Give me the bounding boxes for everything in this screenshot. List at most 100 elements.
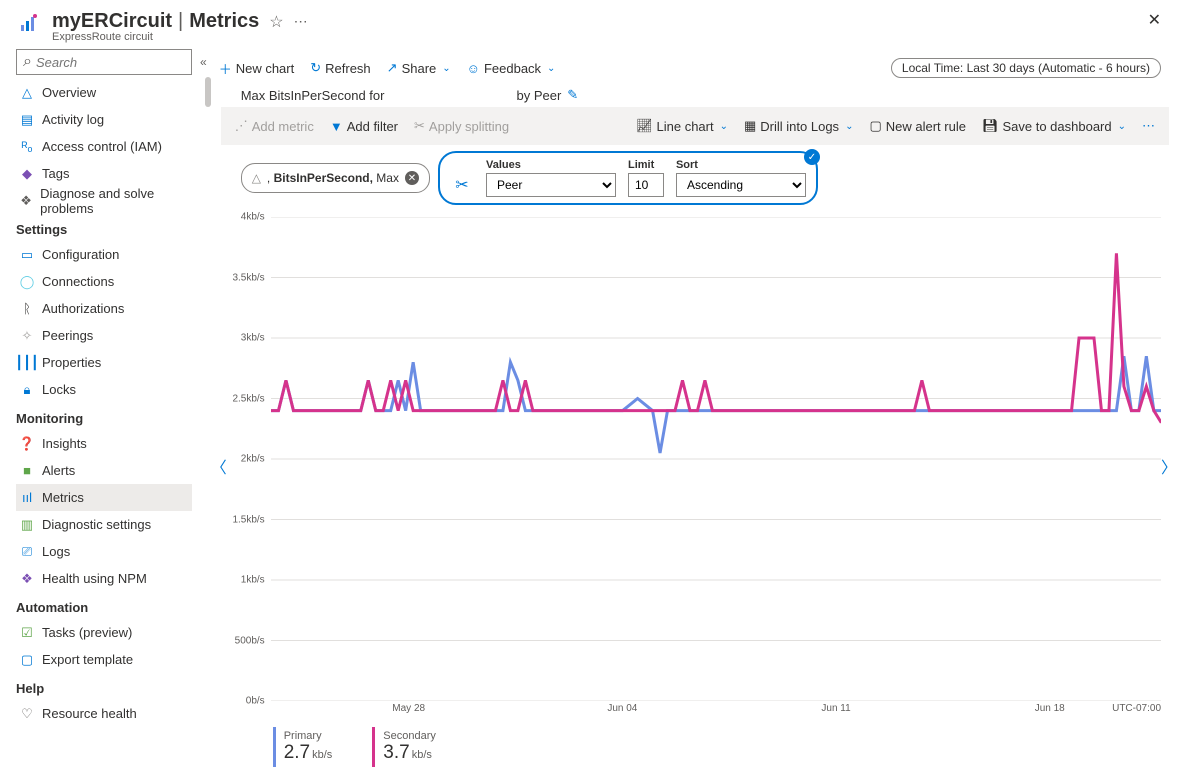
search-icon: ⌕ — [23, 53, 32, 71]
line-chart-icon: 📈︎ — [636, 118, 653, 134]
sidebar-item-icon: ❖ — [20, 193, 32, 209]
sidebar-item-insights[interactable]: ❓Insights — [16, 430, 192, 457]
sidebar-item-activity-log[interactable]: ▤ Activity log — [16, 106, 192, 133]
split-sort-select[interactable]: Ascending — [676, 173, 806, 197]
chart-next-icon[interactable]: 〉 — [1161, 454, 1177, 478]
sidebar-item-diagnostic-settings[interactable]: ▥Diagnostic settings — [16, 511, 192, 538]
sidebar-item-label: Diagnostic settings — [42, 517, 151, 532]
sidebar-item-icon: ■ — [20, 463, 34, 478]
sidebar-item-icon: ᚱ — [20, 301, 34, 316]
new-alert-rule-button[interactable]: ▢New alert rule — [865, 115, 970, 137]
share-button[interactable]: ↗Share⌄ — [381, 56, 457, 80]
sidebar-item-diagnose-and-solve-problems[interactable]: ❖ Diagnose and solve problems — [16, 187, 192, 214]
page-header: myERCircuit | Metrics ☆ ⋯ ExpressRoute c… — [0, 0, 1177, 49]
metric-pill[interactable]: △ , BitsInPerSecond, Max ✕ — [241, 163, 430, 193]
sidebar-item-icon: ▤ — [20, 112, 34, 128]
sidebar-item-label: Properties — [42, 355, 101, 370]
new-chart-button[interactable]: ＋New chart — [213, 55, 301, 82]
values-label: Values — [486, 159, 616, 171]
share-icon: ↗ — [387, 60, 398, 76]
split-limit-input[interactable] — [628, 173, 664, 197]
sidebar-item-icon: ◯ — [20, 274, 34, 290]
sidebar-item-label: Insights — [42, 436, 87, 451]
chart-type-selector[interactable]: 📈︎Line chart⌄ — [632, 115, 732, 137]
sidebar-item-access-control-iam-[interactable]: ᴿₒAccess control (IAM) — [16, 133, 192, 160]
alert-icon: ▢ — [869, 118, 881, 134]
sidebar-item-health-using-npm[interactable]: ❖Health using NPM — [16, 565, 192, 592]
y-axis-tick: 1kb/s — [241, 575, 265, 586]
sidebar-search[interactable]: ⌕ — [16, 49, 192, 75]
sidebar-item-overview[interactable]: △Overview — [16, 79, 192, 106]
add-metric-button[interactable]: ⋰Add metric — [231, 115, 318, 137]
add-filter-button[interactable]: ▼Add filter — [326, 116, 402, 137]
sidebar-item-label: Peerings — [42, 328, 93, 343]
y-axis-tick: 2kb/s — [241, 454, 265, 465]
metrics-line-chart: 0b/s500b/s1kb/s1.5kb/s2kb/s2.5kb/s3kb/s3… — [221, 217, 1161, 721]
apply-splitting-button[interactable]: ✂Apply splitting — [410, 115, 513, 137]
limit-label: Limit — [628, 159, 664, 171]
sidebar-item-configuration[interactable]: ▭ Configuration — [16, 241, 192, 268]
favorite-icon[interactable]: ☆ — [269, 12, 283, 32]
search-input[interactable] — [36, 55, 185, 70]
edit-title-icon[interactable]: ✎ — [567, 87, 578, 103]
sidebar-item-resource-health[interactable]: ♡ Resource health — [16, 700, 192, 727]
sidebar-item-alerts[interactable]: ■Alerts — [16, 457, 192, 484]
sidebar-item-label: Health using NPM — [42, 571, 147, 586]
y-axis-tick: 0b/s — [246, 696, 265, 707]
save-to-dashboard-button[interactable]: 💾︎Save to dashboard⌄ — [978, 115, 1130, 137]
legend-item[interactable]: Primary 2.7kb/s — [273, 727, 333, 767]
sidebar-item-authorizations[interactable]: ᚱ Authorizations — [16, 295, 192, 322]
drill-into-logs-button[interactable]: ▦Drill into Logs⌄ — [740, 115, 857, 137]
feedback-icon: ☺ — [467, 61, 480, 76]
sidebar-item-label: Overview — [42, 85, 96, 100]
more-icon[interactable]: ⋯ — [294, 13, 308, 30]
sidebar-item-peerings[interactable]: ✧Peerings — [16, 322, 192, 349]
chevron-down-icon: ⌄ — [845, 121, 853, 132]
sidebar-item-icon: ▭ — [20, 247, 34, 263]
utc-offset-label: UTC-07:00 — [1112, 703, 1161, 714]
remove-metric-icon[interactable]: ✕ — [405, 171, 419, 185]
feedback-button[interactable]: ☺Feedback⌄ — [461, 57, 562, 80]
sidebar-item-label: Diagnose and solve problems — [40, 186, 188, 216]
legend-item[interactable]: Secondary 3.7kb/s — [372, 727, 436, 767]
main-panel: ＋New chart ↻Refresh ↗Share⌄ ☺Feedback⌄ L… — [207, 49, 1177, 767]
sidebar-item-label: Resource health — [42, 706, 137, 721]
sidebar-item-label: Activity log — [42, 112, 104, 127]
more-chart-options-icon[interactable]: ⋯ — [1138, 115, 1159, 137]
sidebar-item-connections[interactable]: ◯ Connections — [16, 268, 192, 295]
x-axis-tick: Jun 18 — [1035, 703, 1065, 714]
y-axis-tick: 3kb/s — [241, 333, 265, 344]
sidebar-item-label: Tasks (preview) — [42, 625, 132, 640]
split-values-select[interactable]: Peer — [486, 173, 616, 197]
sidebar-item-icon: ııl — [20, 490, 34, 505]
sidebar-item-label: Tags — [42, 166, 69, 181]
resource-icon: △ — [252, 171, 261, 185]
chevron-down-icon: ⌄ — [1118, 121, 1126, 132]
y-axis-tick: 1.5kb/s — [232, 514, 264, 525]
chart-legend: Primary 2.7kb/s Secondary 3.7kb/s — [213, 721, 1177, 767]
scrollbar-thumb[interactable] — [205, 77, 211, 107]
sidebar-item-label: Configuration — [42, 247, 119, 262]
sidebar-item-locks[interactable]: 🔒︎Locks — [16, 376, 192, 403]
time-range-picker[interactable]: Local Time: Last 30 days (Automatic - 6 … — [891, 58, 1161, 78]
sidebar-item-properties[interactable]: ┃┃┃Properties — [16, 349, 192, 376]
sidebar-item-tags[interactable]: ◆Tags — [16, 160, 192, 187]
close-button[interactable]: ✕ — [1148, 10, 1161, 30]
sidebar-item-label: Authorizations — [42, 301, 124, 316]
sidebar-item-label: Connections — [42, 274, 114, 289]
filter-icon: ▼ — [330, 119, 343, 134]
scatter-icon: ⋰ — [235, 118, 248, 134]
x-axis-tick: May 28 — [392, 703, 425, 714]
sidebar-item-logs[interactable]: ⎚Logs — [16, 538, 192, 565]
sidebar-item-icon: ♡ — [20, 706, 34, 722]
sidebar-item-metrics[interactable]: ıılMetrics — [16, 484, 192, 511]
sidebar-section: Settings — [16, 222, 192, 237]
split-config-icon: ✂ — [450, 173, 474, 197]
collapse-sidebar-icon[interactable]: « — [200, 55, 207, 69]
refresh-button[interactable]: ↻Refresh — [304, 56, 376, 80]
sidebar-item-export-template[interactable]: ▢Export template — [16, 646, 192, 673]
x-axis-tick: Jun 11 — [821, 703, 850, 714]
apply-check-icon[interactable]: ✓ — [804, 149, 820, 165]
sort-label: Sort — [676, 159, 806, 171]
sidebar-item-tasks-preview-[interactable]: ☑Tasks (preview) — [16, 619, 192, 646]
